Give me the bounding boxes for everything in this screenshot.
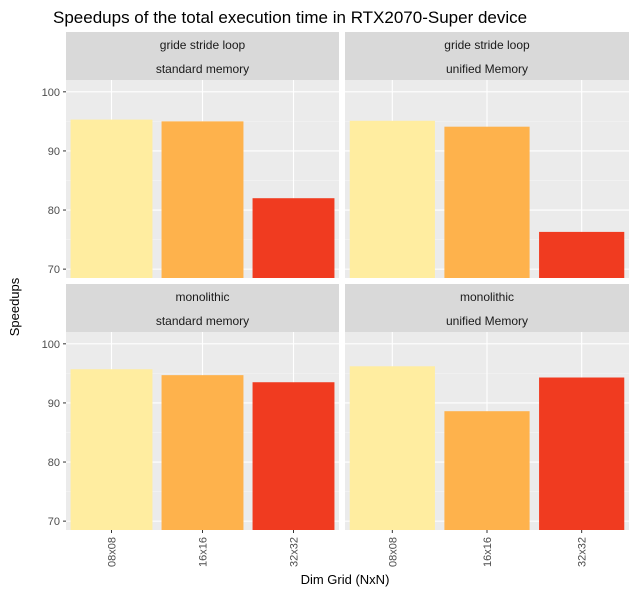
strip-background	[345, 32, 629, 80]
facet-panel: gride stride loop standard memory 70 80 90 10…	[42, 32, 339, 278]
bar-32x32	[252, 382, 335, 530]
y-tick-label: 100	[42, 87, 60, 99]
x-tick-label: 16x16	[482, 537, 494, 567]
bar-08x08	[70, 119, 153, 278]
x-tick-label: 16x16	[198, 537, 210, 567]
y-tick-label: 70	[48, 516, 60, 528]
x-tick-label: 32x32	[577, 537, 589, 567]
strip-background	[66, 284, 339, 332]
strip-label-top: gride stride loop	[160, 38, 246, 52]
strip-label-bottom: unified Memory	[446, 62, 528, 76]
x-tick-label: 08x08	[387, 537, 399, 567]
bar-08x08	[70, 369, 153, 530]
strip-background	[66, 32, 339, 80]
bar-32x32	[252, 198, 335, 278]
y-tick-label: 80	[48, 205, 60, 217]
bar-32x32	[539, 377, 625, 530]
strip-label-bottom: standard memory	[156, 62, 249, 76]
facet-panels: gride stride loop standard memory 70 80 90 10…	[42, 32, 629, 567]
bar-16x16	[161, 375, 244, 530]
x-tick-label: 32x32	[289, 537, 301, 567]
x-tick-label: 08x08	[107, 537, 119, 567]
strip-label-top: monolithic	[175, 290, 229, 304]
y-tick-label: 100	[42, 339, 60, 351]
facet-panel: monolithic unified Memory 08x08 16x16 32x32	[345, 284, 629, 567]
bar-16x16	[444, 126, 530, 278]
strip-label-top: gride stride loop	[444, 38, 530, 52]
y-axis-title: Speedups	[7, 277, 22, 336]
bar-16x16	[444, 411, 530, 530]
facet-panel: monolithic standard memory 70 80 90 100 08x08 1…	[42, 284, 339, 567]
bar-08x08	[349, 120, 435, 278]
bar-08x08	[349, 366, 435, 530]
chart-title: Speedups of the total execution time in …	[53, 8, 527, 27]
facet-panel: gride stride loop unified Memory	[345, 32, 629, 278]
strip-label-bottom: unified Memory	[446, 314, 528, 328]
x-axis-title: Dim Grid (NxN)	[301, 572, 390, 587]
bar-32x32	[539, 231, 625, 278]
bar-16x16	[161, 121, 244, 278]
strip-background	[345, 284, 629, 332]
strip-label-bottom: standard memory	[156, 314, 249, 328]
y-tick-label: 80	[48, 457, 60, 469]
y-tick-label: 70	[48, 264, 60, 276]
y-tick-label: 90	[48, 146, 60, 158]
strip-label-top: monolithic	[460, 290, 514, 304]
y-tick-label: 90	[48, 398, 60, 410]
